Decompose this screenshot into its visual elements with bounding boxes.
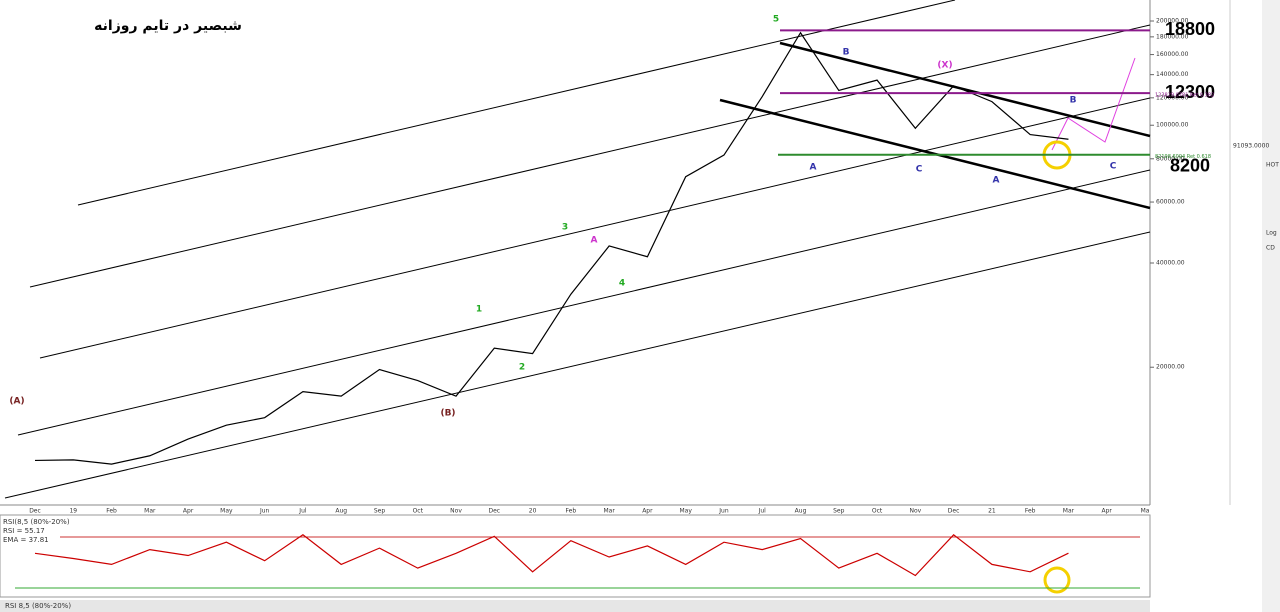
ema-label: EMA = 37.81 bbox=[3, 536, 49, 544]
y-tick-label: 200000.00 bbox=[1156, 18, 1189, 25]
price-line bbox=[34, 31, 1069, 465]
price-tag: 91093.0000 bbox=[1233, 143, 1269, 150]
y-tick-label: 140000.00 bbox=[1156, 71, 1189, 78]
x-tick-label: Sep bbox=[833, 508, 845, 515]
x-tick-label: Mar bbox=[1063, 508, 1075, 515]
wave-label: 2 bbox=[519, 363, 525, 373]
x-tick-label: May bbox=[679, 508, 692, 515]
y-tick-label: 100000.00 bbox=[1156, 122, 1189, 129]
y-tick-label: 20000.00 bbox=[1156, 364, 1185, 371]
x-tick-label: Ma bbox=[1141, 508, 1150, 515]
y-tick-label: 40000.00 bbox=[1156, 260, 1185, 267]
x-tick-label: May bbox=[220, 508, 233, 515]
y-tick-label: 180000.00 bbox=[1156, 33, 1189, 40]
wave-label: 3 bbox=[562, 223, 568, 233]
level-label: 12300 bbox=[1165, 82, 1215, 102]
x-tick-label: 19 bbox=[69, 508, 77, 515]
wave-label: C bbox=[1110, 162, 1117, 172]
wave-label: 1 bbox=[476, 305, 482, 315]
x-tick-label: Feb bbox=[106, 508, 117, 515]
toolbar-item: HOT bbox=[1266, 162, 1279, 169]
x-tick-label: Jun bbox=[259, 508, 270, 515]
x-tick-label: Jun bbox=[718, 508, 729, 515]
x-tick-label: Mar bbox=[144, 508, 156, 515]
level-label: 8200 bbox=[1170, 155, 1210, 175]
x-tick-label: Aug bbox=[795, 508, 807, 515]
wave-label: A bbox=[993, 176, 1000, 186]
x-tick-label: Apr bbox=[1102, 508, 1113, 515]
x-tick-label: Nov bbox=[909, 508, 921, 515]
y-tick-label: 80000.00 bbox=[1156, 155, 1185, 162]
x-tick-label: Oct bbox=[872, 508, 883, 515]
x-tick-label: 21 bbox=[988, 508, 996, 515]
level-note: 123829.0781 Ret 0.382 bbox=[1155, 93, 1214, 99]
toolbar-item: Log bbox=[1266, 230, 1277, 237]
y-tick-label: 60000.00 bbox=[1156, 199, 1185, 206]
wave-label: A bbox=[591, 236, 598, 246]
rsi-tab: RSI 8,5 (80%-20%) bbox=[5, 602, 71, 610]
x-tick-label: Jul bbox=[298, 508, 307, 515]
rsi-label: RSI = 55.17 bbox=[3, 527, 45, 535]
chart-title: شبصیر در تایم روزانه bbox=[94, 18, 242, 34]
wave-label: (B) bbox=[440, 409, 455, 419]
wave-label: B bbox=[1070, 96, 1077, 106]
x-tick-label: Mar bbox=[603, 508, 615, 515]
x-tick-label: 20 bbox=[529, 508, 537, 515]
y-tick-label: 160000.00 bbox=[1156, 51, 1189, 58]
x-tick-label: Dec bbox=[948, 508, 960, 515]
wave-label: (X) bbox=[937, 61, 952, 71]
plot-area bbox=[0, 0, 1150, 505]
x-tick-label: Feb bbox=[1025, 508, 1036, 515]
wave-label: 4 bbox=[619, 279, 625, 289]
wave-label: (A) bbox=[9, 397, 24, 407]
level-note: 82198.6094 Ret 0.618 bbox=[1155, 154, 1211, 160]
x-tick-label: Apr bbox=[183, 508, 194, 515]
x-tick-label: Apr bbox=[642, 508, 653, 515]
level-label: 18800 bbox=[1165, 19, 1215, 39]
x-tick-label: Oct bbox=[413, 508, 424, 515]
wave-label: B bbox=[843, 48, 850, 58]
x-tick-label: Nov bbox=[450, 508, 462, 515]
wave-label: 5 bbox=[773, 15, 779, 25]
rsi-line bbox=[34, 533, 1069, 577]
x-tick-label: Jul bbox=[758, 508, 767, 515]
wave-label: C bbox=[916, 165, 923, 175]
x-tick-label: Aug bbox=[335, 508, 347, 515]
wave-label: A bbox=[810, 163, 817, 173]
y-tick-label: 120000.00 bbox=[1156, 94, 1189, 101]
x-tick-label: Sep bbox=[374, 508, 386, 515]
x-tick-label: Dec bbox=[488, 508, 500, 515]
toolbar-item: CD bbox=[1266, 245, 1275, 252]
x-tick-label: Dec bbox=[29, 508, 41, 515]
rsi-title: RSI(8,5 (80%-20%) bbox=[3, 518, 70, 526]
x-tick-label: Feb bbox=[566, 508, 577, 515]
